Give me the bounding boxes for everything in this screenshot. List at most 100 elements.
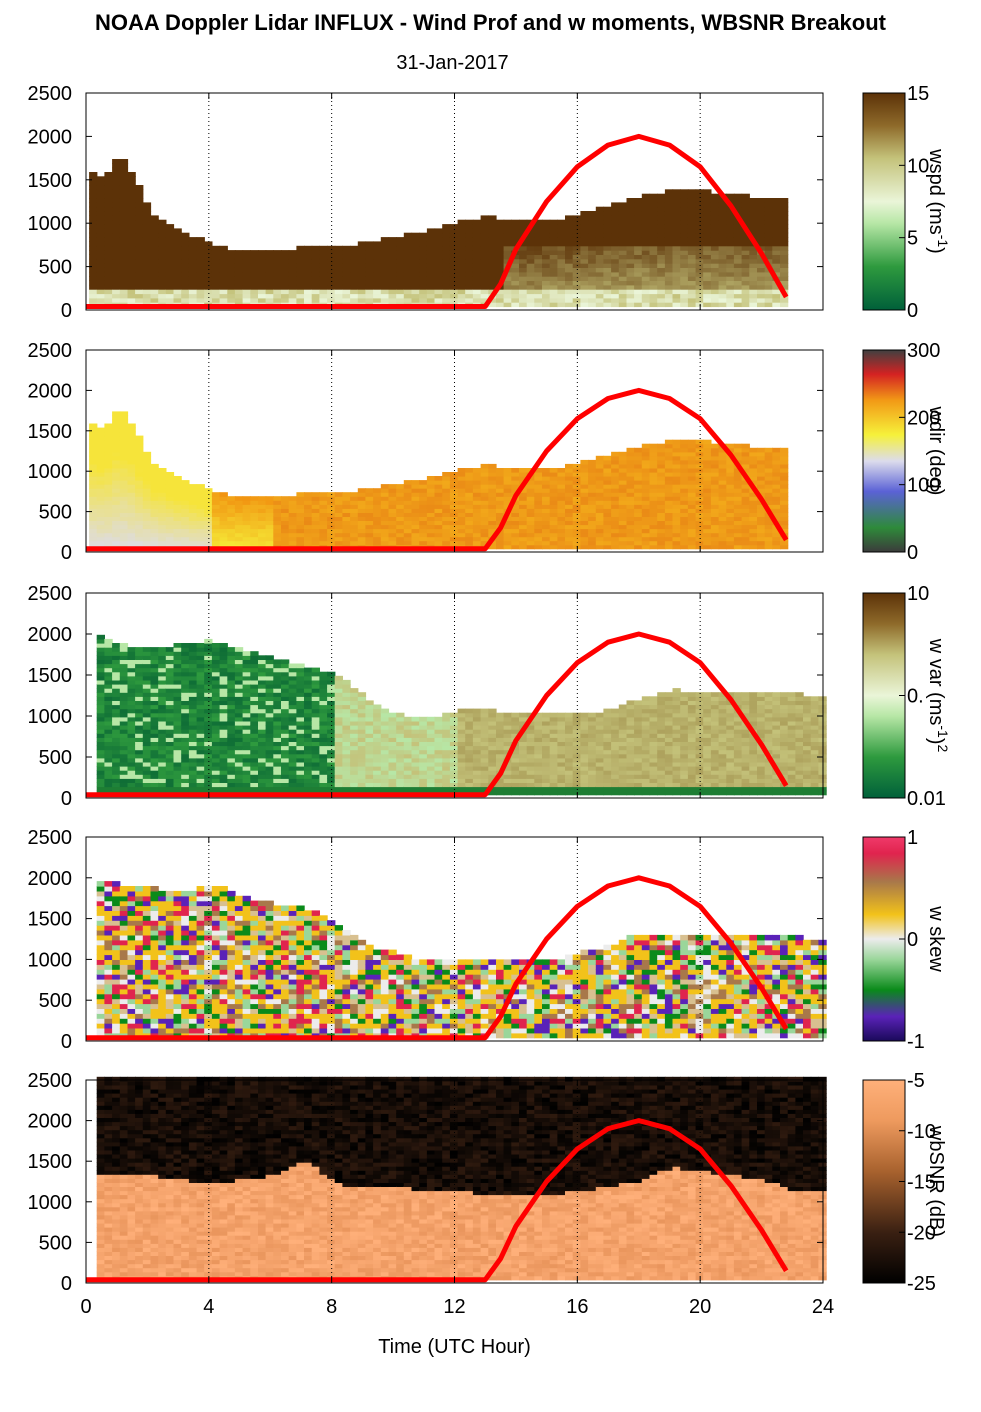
heatmap-cell [595, 211, 605, 216]
heatmap-cell [181, 241, 190, 247]
heatmap-cell [388, 496, 397, 501]
heatmap-cell [595, 232, 605, 238]
heatmap-cell [726, 215, 735, 221]
heatmap-cell [373, 536, 382, 542]
heatmap-cell [89, 532, 98, 538]
heatmap-cell [649, 516, 658, 521]
heatmap-cell [234, 520, 244, 526]
heatmap-cell [772, 504, 781, 509]
heatmap-cell [196, 484, 205, 489]
heatmap-cell [649, 250, 658, 255]
heatmap-cell [89, 206, 98, 212]
heatmap-cell [112, 532, 121, 538]
heatmap-cell [211, 284, 221, 290]
heatmap-cell [380, 271, 390, 277]
heatmap-cell [472, 508, 482, 513]
heatmap-cell [150, 215, 159, 221]
heatmap-cell [557, 540, 566, 546]
heatmap-cell [104, 749, 113, 755]
heatmap-cell [150, 671, 159, 677]
heatmap-cell [319, 696, 328, 701]
heatmap-cell [496, 263, 505, 268]
heatmap-cell [672, 206, 681, 212]
heatmap-cell [526, 476, 535, 481]
heatmap-cell [304, 716, 313, 722]
heatmap-cell [434, 245, 443, 251]
heatmap-cell [227, 749, 236, 755]
heatmap-cell [250, 761, 259, 767]
heatmap-cell [219, 297, 228, 303]
heatmap-cell [135, 504, 144, 509]
heatmap-cell [373, 532, 382, 538]
heatmap-cell [104, 512, 113, 517]
heatmap-cell [227, 733, 236, 738]
heatmap-cell [419, 524, 428, 530]
heatmap-cell [365, 293, 374, 299]
heatmap-cell [158, 700, 167, 706]
heatmap-cell [135, 684, 144, 689]
heatmap-cell [319, 753, 328, 759]
heatmap-cell [764, 215, 773, 221]
heatmap-cell [258, 782, 267, 788]
heatmap-cell [181, 684, 190, 689]
heatmap-cell [142, 757, 152, 763]
heatmap-cell [334, 532, 343, 538]
heatmap-cell [565, 224, 574, 229]
heatmap-cell [342, 280, 351, 286]
heatmap-cell [142, 520, 152, 526]
heatmap-cell [296, 540, 305, 546]
heatmap-cell [196, 663, 205, 669]
heatmap-cell [296, 675, 305, 681]
heatmap-cell [703, 544, 712, 550]
heatmap-cell [457, 245, 466, 251]
heatmap-cell [188, 712, 198, 718]
heatmap-cell [112, 280, 121, 286]
heatmap-cell [242, 704, 251, 710]
heatmap-cell [304, 684, 313, 689]
heatmap-cell [142, 684, 152, 689]
heatmap-cell [142, 254, 152, 260]
heatmap-cell [181, 297, 190, 303]
heatmap-cell [311, 761, 320, 767]
heatmap-cell [173, 708, 182, 714]
heatmap-cell [173, 484, 182, 489]
heatmap-cell [687, 232, 697, 238]
heatmap-cell [89, 492, 98, 497]
heatmap-cell [757, 455, 766, 461]
heatmap-cell [327, 297, 336, 303]
heatmap-cell [741, 516, 750, 521]
heatmap-cell [119, 704, 129, 710]
heatmap-cell [442, 280, 451, 286]
heatmap-cell [526, 228, 535, 234]
heatmap-cell [611, 215, 620, 221]
heatmap-cell [726, 512, 735, 517]
heatmap-cell [572, 271, 581, 277]
heatmap-cell [142, 679, 152, 685]
heatmap-cell [710, 193, 720, 199]
heatmap-cell [542, 276, 551, 281]
heatmap-cell [311, 704, 320, 710]
heatmap-cell [426, 254, 436, 260]
heatmap-cell [365, 528, 374, 534]
heatmap-cell [764, 284, 773, 290]
heatmap-cell [710, 258, 720, 264]
heatmap-cell [334, 516, 343, 521]
heatmap-cell [534, 258, 543, 264]
heatmap-cell [281, 766, 290, 771]
heatmap-cell [603, 544, 612, 550]
heatmap-cell [104, 447, 113, 453]
heatmap-cell [319, 704, 328, 710]
heatmap-cell [327, 782, 336, 788]
heatmap-cell [534, 219, 543, 225]
heatmap-cell [365, 496, 374, 501]
heatmap-cell [649, 263, 658, 268]
heatmap-cell [588, 544, 597, 550]
heatmap-cell [173, 492, 182, 497]
heatmap-cell [618, 297, 628, 303]
heatmap-cell [112, 643, 121, 648]
heatmap-cell [150, 484, 159, 489]
heatmap-cell [196, 528, 205, 534]
heatmap-cell [296, 761, 305, 767]
heatmap-cell [557, 536, 566, 542]
heatmap-cell [112, 206, 121, 212]
